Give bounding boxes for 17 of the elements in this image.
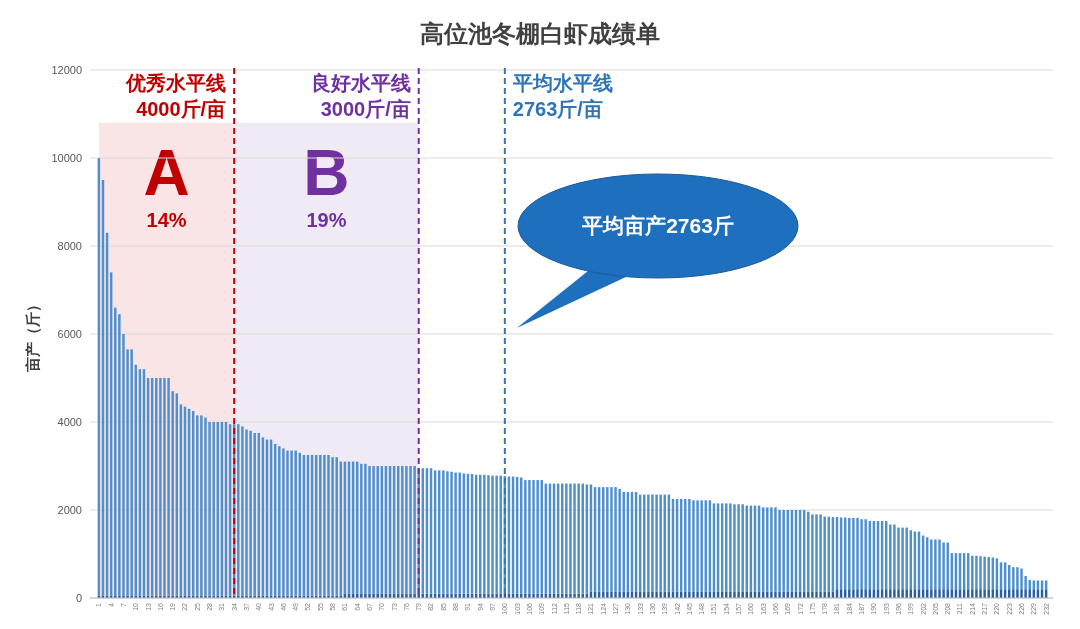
y-tick-label: 10000	[51, 151, 82, 164]
y-tick-label: 4000	[57, 415, 82, 428]
chart-title: 高位池冬棚白虾成绩单	[420, 20, 660, 47]
ref-line-label: 良好水平线 3000斤/亩	[310, 72, 411, 120]
ref-line-label: 平均水平线 2763斤/亩	[511, 72, 613, 120]
y-tick-label: 0	[75, 591, 82, 604]
band-label: B	[303, 136, 350, 209]
y-tick-label: 6000	[57, 327, 82, 340]
band-label: A	[143, 136, 190, 209]
annotation: 14%	[146, 208, 187, 231]
y-tick-label: 12000	[51, 63, 82, 76]
y-tick-label: 2000	[57, 503, 82, 516]
ref-line-label: 优秀水平线 4000斤/亩	[125, 72, 227, 120]
y-axis-title: 亩产（斤）	[24, 296, 41, 373]
annotation: 19%	[306, 208, 347, 231]
y-tick-label: 8000	[57, 239, 82, 252]
annotation: 平均亩产2763斤	[581, 214, 734, 238]
